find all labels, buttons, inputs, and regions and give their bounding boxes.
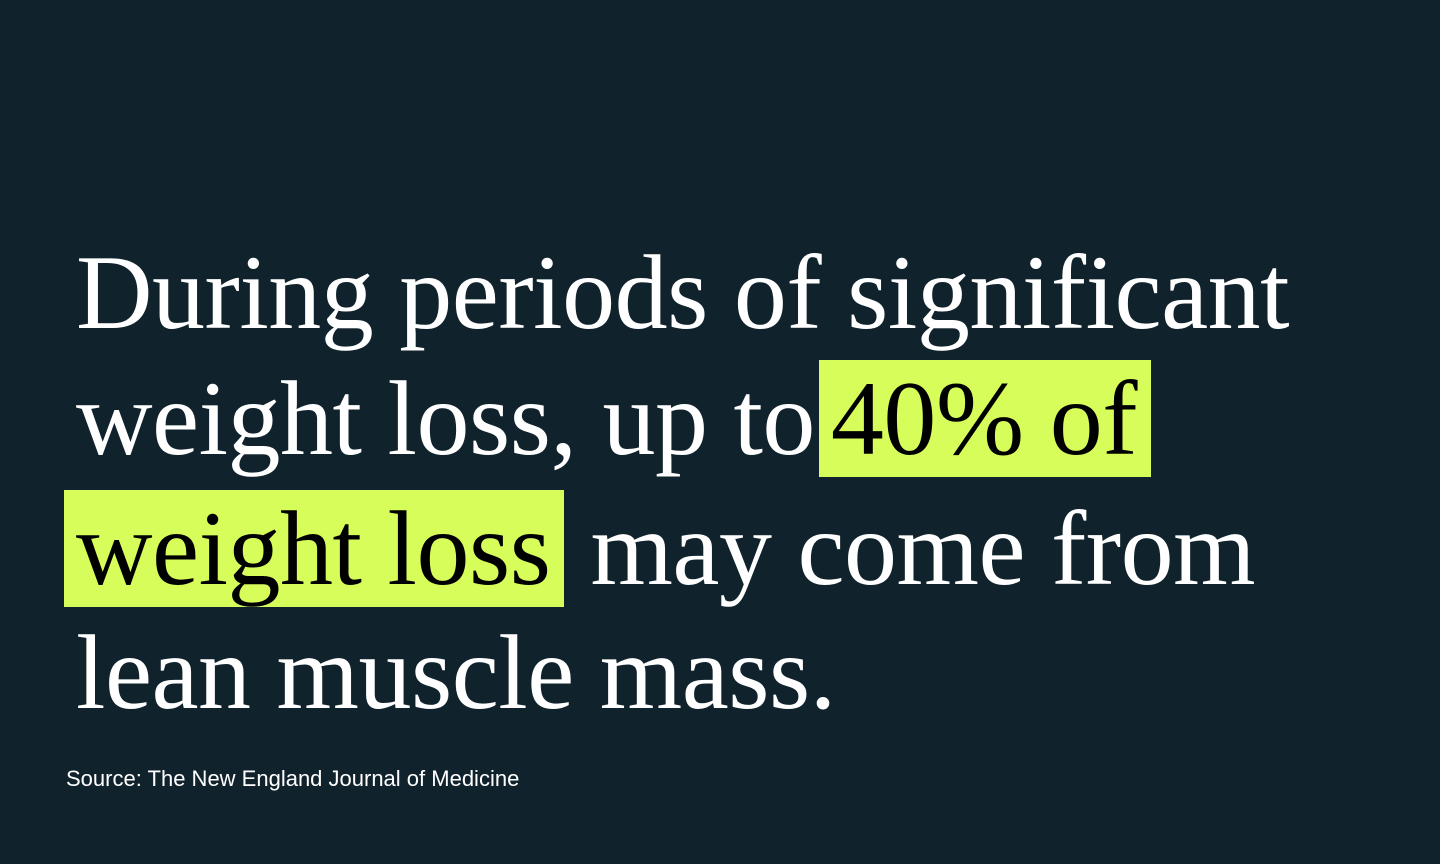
quote-line-4: lean muscle mass. [76,614,836,731]
highlighted-stat: weight loss [64,490,565,607]
source-citation: Source: The New England Journal of Medic… [66,766,520,791]
quote-line-2: weight loss, up to 40% of [76,358,1152,480]
quote-text: may come from [564,490,1256,607]
quote-text: weight loss, up to [76,360,815,477]
quote-line-1: During periods of significant [76,234,1290,351]
quote-line-3: weight loss may come from [64,488,1256,610]
highlighted-stat: 40% of [818,360,1152,477]
